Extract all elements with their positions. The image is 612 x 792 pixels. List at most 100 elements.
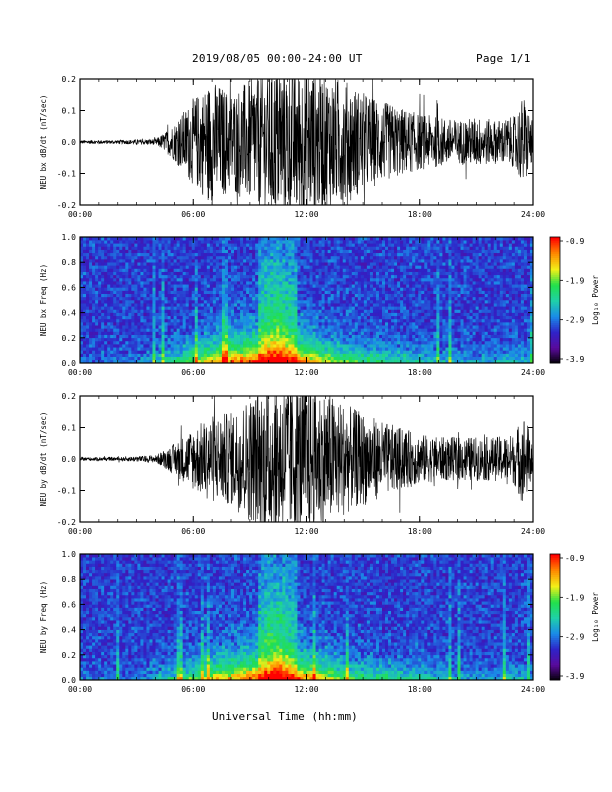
spectrogram-cell <box>107 262 111 266</box>
spectrogram-cell <box>348 300 353 304</box>
spectrogram-cell <box>282 315 286 320</box>
spectrogram-cell <box>324 274 328 279</box>
spectrogram-cell <box>113 252 117 257</box>
spectrogram-cell <box>255 331 259 335</box>
spectrogram-cell <box>391 268 395 272</box>
spectrogram-cell <box>131 240 135 244</box>
spectrogram-cell <box>234 281 238 285</box>
spectrogram-cell <box>131 309 135 313</box>
spectrogram-cell <box>252 353 256 357</box>
spectrogram-cell <box>227 293 232 298</box>
spectrogram-cell <box>360 325 365 329</box>
spectrogram-cell <box>279 284 283 288</box>
spectrogram-cell <box>267 356 271 361</box>
spectrogram-cell <box>92 293 96 298</box>
spectrogram-cell <box>140 271 144 276</box>
spectrogram-cell <box>312 331 316 335</box>
spectrogram-cell <box>167 337 171 342</box>
spectrogram-cell <box>200 359 205 364</box>
spectrogram-cell <box>363 243 368 247</box>
spectrogram-cell <box>336 252 341 257</box>
spectrogram-cell <box>191 353 196 357</box>
spectrogram-cell <box>409 268 413 272</box>
spectrogram-cell <box>321 243 325 247</box>
spectrogram-cell <box>137 281 141 285</box>
spectrogram-cell <box>424 252 428 257</box>
spectrogram-cell <box>125 353 129 357</box>
spectrogram-cell <box>369 249 374 254</box>
spectrogram-cell <box>369 274 374 279</box>
spectrogram-cell <box>134 334 138 339</box>
spectrogram-cell <box>255 356 259 361</box>
spectrogram-cell <box>357 356 362 361</box>
spectrogram-cell <box>415 249 419 254</box>
spectrogram-cell <box>83 293 87 298</box>
spectrogram-cell <box>95 318 99 323</box>
spectrogram-cell <box>188 312 193 317</box>
spectrogram-cell <box>95 300 99 304</box>
spectrogram-cell <box>336 353 341 357</box>
spectrogram-cell <box>297 359 301 364</box>
spectrogram-cell <box>140 322 144 326</box>
spectrogram-cell <box>237 300 241 304</box>
spectrogram-cell <box>324 303 328 307</box>
spectrogram-cell <box>125 293 129 298</box>
spectrogram-cell <box>176 277 180 282</box>
spectrogram-cell <box>182 325 186 329</box>
spectrogram-cell <box>288 328 292 332</box>
spectrogram-cell <box>264 271 268 276</box>
spectrogram-cell <box>351 293 356 298</box>
spectrogram-cell <box>291 252 295 257</box>
spectrogram-cell <box>273 344 277 348</box>
spectrogram-cell <box>182 249 186 254</box>
spectrogram-cell <box>161 306 165 310</box>
spectrogram-cell <box>185 293 190 298</box>
spectrogram-cell <box>297 290 301 294</box>
spectrogram-cell <box>212 274 217 279</box>
spectrogram-cell <box>255 246 259 250</box>
spectrogram-cell <box>312 249 316 254</box>
spectrogram-cell <box>273 255 277 260</box>
spectrogram-cell <box>406 312 410 317</box>
spectrogram-cell <box>439 309 443 313</box>
spectrogram-cell <box>197 356 202 361</box>
spectrogram-cell <box>372 315 377 320</box>
spectrogram-cell <box>430 306 434 310</box>
spectrogram-cell <box>113 356 117 361</box>
spectrogram-cell <box>134 344 138 348</box>
spectrogram-cell <box>243 268 247 272</box>
spectrogram-cell <box>439 322 443 326</box>
spectrogram-cell <box>215 306 220 310</box>
spectrogram-cell <box>221 356 226 361</box>
spectrogram-cell <box>442 237 446 241</box>
spectrogram-cell <box>146 252 150 257</box>
spectrogram-cell <box>119 287 123 291</box>
spectrogram-cell <box>406 259 410 263</box>
spectrogram-cell <box>194 268 199 272</box>
spectrogram-cell <box>170 359 174 364</box>
spectrogram-cell <box>119 347 123 351</box>
spectrogram-cell <box>231 293 235 298</box>
spectrogram-cell <box>98 334 102 339</box>
spectrogram-cell <box>385 315 389 320</box>
spectrogram-cell <box>291 359 295 364</box>
spectrogram-cell <box>86 356 90 361</box>
spectrogram-cell <box>397 331 401 335</box>
spectrogram-cell <box>158 268 162 272</box>
spectrogram-cell <box>95 340 99 345</box>
spectrogram-cell <box>388 315 392 320</box>
spectrogram-cell <box>318 284 322 288</box>
spectrogram-cell <box>412 246 416 250</box>
spectrogram-cell <box>146 356 150 361</box>
spectrogram-cell <box>342 262 347 266</box>
spectrogram-cell <box>261 237 265 241</box>
spectrogram-cell <box>403 359 407 364</box>
spectrogram-cell <box>345 252 350 257</box>
spectrogram-cell <box>375 322 380 326</box>
spectrogram-cell <box>330 337 334 342</box>
spectrogram-cell <box>342 281 347 285</box>
spectrogram-cell <box>101 331 105 335</box>
spectrogram-cell <box>427 259 431 263</box>
spectrogram-cell <box>155 337 159 342</box>
spectrogram-cell <box>412 359 416 364</box>
